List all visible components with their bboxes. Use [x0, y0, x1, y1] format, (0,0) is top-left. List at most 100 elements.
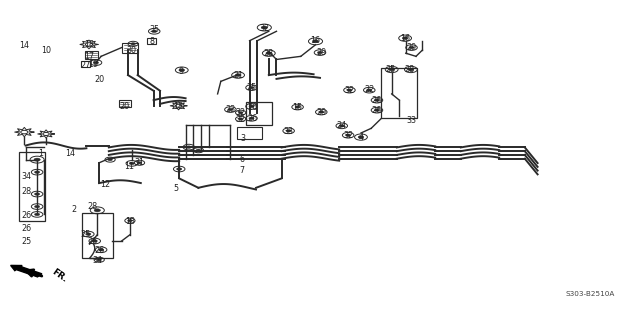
Text: 17: 17: [84, 52, 95, 61]
Text: 2: 2: [71, 205, 76, 213]
Circle shape: [367, 89, 372, 91]
Bar: [246, 102, 272, 125]
Text: 18: 18: [84, 40, 95, 49]
Text: 33: 33: [406, 116, 417, 125]
Text: 26: 26: [94, 246, 104, 255]
Text: 29: 29: [316, 108, 326, 116]
Circle shape: [35, 193, 40, 195]
Text: 32: 32: [236, 108, 246, 117]
Text: 16: 16: [400, 34, 410, 43]
Text: 31: 31: [134, 158, 145, 167]
Circle shape: [249, 105, 254, 108]
Circle shape: [35, 171, 40, 173]
Circle shape: [261, 26, 268, 29]
Circle shape: [129, 162, 134, 165]
Circle shape: [35, 213, 40, 216]
Bar: [82, 213, 113, 258]
Circle shape: [374, 109, 380, 111]
Circle shape: [92, 240, 97, 242]
Text: 34: 34: [22, 172, 32, 181]
Bar: [85, 51, 98, 59]
Circle shape: [403, 37, 408, 39]
Circle shape: [177, 168, 182, 170]
Text: 19: 19: [88, 60, 98, 69]
Text: 6: 6: [239, 155, 244, 164]
Text: 14: 14: [19, 41, 29, 50]
Circle shape: [249, 86, 254, 89]
Circle shape: [179, 69, 184, 72]
Circle shape: [196, 149, 201, 151]
Text: 13: 13: [125, 217, 135, 226]
Bar: [19, 152, 45, 221]
Bar: [237, 127, 262, 139]
Circle shape: [374, 99, 380, 101]
Circle shape: [152, 30, 157, 33]
Circle shape: [86, 233, 91, 235]
Circle shape: [186, 146, 191, 148]
Text: 35: 35: [149, 25, 159, 34]
Text: 28: 28: [404, 65, 415, 74]
Circle shape: [339, 125, 344, 127]
Circle shape: [409, 46, 414, 49]
Text: 32: 32: [344, 86, 355, 95]
Text: 24: 24: [337, 121, 347, 130]
Bar: [122, 43, 138, 53]
Text: 28: 28: [88, 202, 98, 211]
Circle shape: [389, 68, 394, 71]
Circle shape: [108, 158, 113, 161]
Text: 33: 33: [284, 127, 294, 136]
Text: 20: 20: [94, 75, 104, 84]
Circle shape: [408, 68, 414, 71]
Circle shape: [127, 219, 132, 222]
Circle shape: [99, 249, 104, 251]
Text: 26: 26: [371, 96, 381, 105]
Circle shape: [236, 74, 241, 77]
Circle shape: [34, 158, 40, 161]
Bar: [147, 38, 156, 44]
Circle shape: [228, 108, 233, 111]
Circle shape: [319, 111, 324, 113]
Text: 5: 5: [173, 184, 179, 193]
Circle shape: [97, 259, 102, 261]
Circle shape: [137, 162, 142, 164]
Text: 28: 28: [22, 187, 32, 196]
Circle shape: [94, 209, 100, 212]
Text: 16: 16: [310, 36, 321, 45]
Text: 32: 32: [236, 115, 246, 124]
Text: S303-B2510A: S303-B2510A: [565, 290, 614, 297]
Circle shape: [347, 89, 352, 91]
Text: 29: 29: [406, 43, 417, 52]
Circle shape: [266, 52, 272, 55]
Text: 12: 12: [100, 180, 110, 188]
Text: 30: 30: [126, 46, 136, 55]
Circle shape: [317, 51, 323, 54]
Circle shape: [346, 134, 351, 136]
Text: 3: 3: [241, 134, 246, 143]
Circle shape: [238, 118, 243, 120]
FancyArrow shape: [11, 265, 42, 277]
Text: 1: 1: [38, 149, 44, 158]
Text: 4: 4: [358, 133, 364, 142]
Text: 20: 20: [120, 102, 130, 111]
Text: FR.: FR.: [49, 267, 68, 284]
Text: 22: 22: [364, 85, 374, 94]
Text: 34: 34: [92, 256, 102, 265]
Circle shape: [249, 117, 254, 120]
Text: 11: 11: [124, 162, 134, 171]
Text: 32: 32: [259, 24, 269, 33]
Text: 32: 32: [343, 131, 353, 140]
Text: 27: 27: [81, 61, 91, 70]
Text: 25: 25: [385, 65, 396, 74]
Text: 8: 8: [149, 37, 154, 46]
Text: 7: 7: [239, 166, 244, 175]
Text: 25: 25: [246, 83, 257, 92]
Text: 28: 28: [264, 49, 274, 58]
Circle shape: [286, 130, 291, 132]
Text: 10: 10: [41, 46, 51, 54]
Text: 18: 18: [173, 102, 183, 111]
Text: 14: 14: [65, 149, 76, 158]
Bar: [81, 61, 90, 67]
Text: 26: 26: [248, 103, 258, 111]
Bar: [119, 100, 131, 107]
Text: 25: 25: [22, 237, 32, 245]
